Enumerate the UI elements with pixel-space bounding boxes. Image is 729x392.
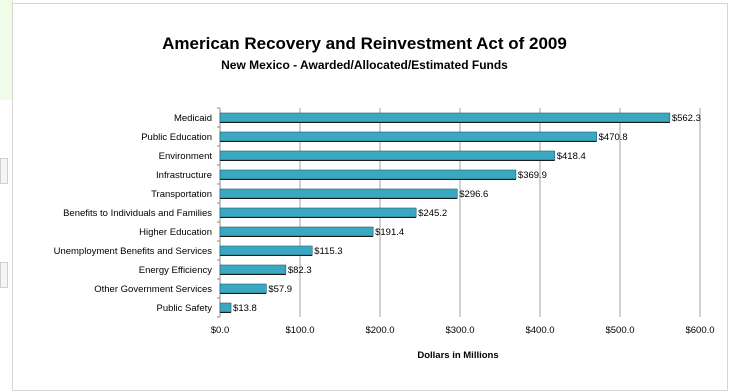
category-label: Unemployment Benefits and Services (54, 246, 213, 257)
x-tick-label: $300.0 (445, 325, 474, 336)
data-label: $57.9 (268, 284, 292, 295)
bar (219, 112, 671, 123)
category-label: Other Government Services (94, 284, 212, 295)
x-tick-label: $500.0 (605, 325, 634, 336)
bar (219, 188, 458, 199)
category-label: Public Education (141, 132, 212, 143)
data-label: $562.3 (672, 113, 701, 124)
chart-title: American Recovery and Reinvestment Act o… (162, 34, 567, 53)
data-label: $191.4 (375, 227, 404, 238)
bar (219, 245, 313, 256)
x-tick-label: $0.0 (211, 325, 230, 336)
x-axis-title: Dollars in Millions (417, 350, 498, 361)
data-label: $470.8 (599, 132, 628, 143)
bar (219, 150, 556, 161)
category-label: Transportation (151, 189, 212, 200)
x-tick-label: $400.0 (525, 325, 554, 336)
category-label: Environment (159, 151, 213, 162)
data-label: $369.9 (518, 170, 547, 181)
bar (219, 131, 597, 142)
x-tick-label: $200.0 (365, 325, 394, 336)
category-label: Infrastructure (156, 170, 212, 181)
chart-subtitle: New Mexico - Awarded/Allocated/Estimated… (221, 58, 508, 72)
data-label: $13.8 (233, 303, 257, 314)
category-label: Public Safety (157, 303, 213, 314)
category-label: Medicaid (174, 113, 212, 124)
data-label: $115.3 (314, 246, 342, 257)
x-tick-label: $600.0 (685, 325, 714, 336)
data-label: $418.4 (557, 151, 586, 162)
data-label: $245.2 (418, 208, 447, 219)
category-label: Benefits to Individuals and Families (63, 208, 212, 219)
bar (219, 302, 232, 313)
bar (219, 264, 287, 275)
bar (219, 283, 267, 294)
category-label: Energy Efficiency (139, 265, 212, 276)
bar (219, 169, 517, 180)
left-panel-mark (0, 158, 8, 184)
data-label: $296.6 (459, 189, 488, 200)
bar (219, 207, 417, 218)
bar (219, 226, 374, 237)
left-panel-mark (0, 262, 8, 288)
data-label: $82.3 (288, 265, 312, 276)
x-tick-label: $100.0 (285, 325, 314, 336)
category-label: Higher Education (139, 227, 212, 238)
